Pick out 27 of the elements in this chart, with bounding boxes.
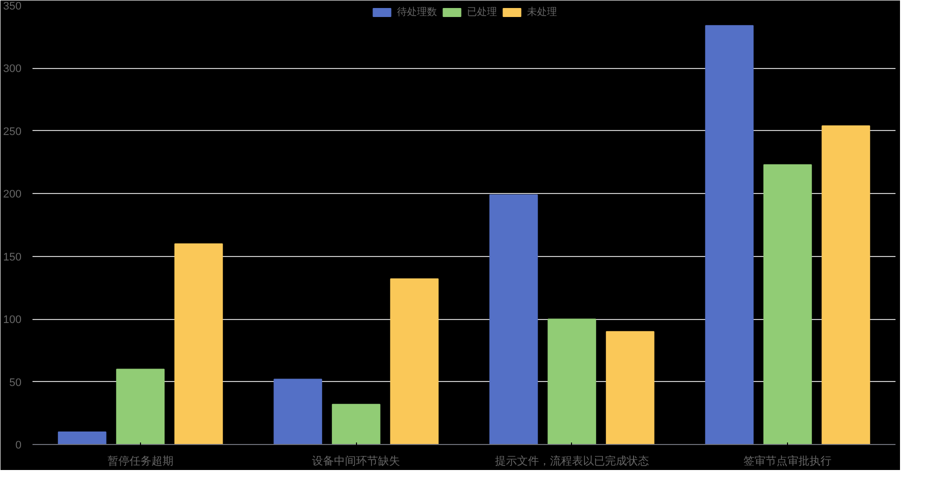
legend-label: 未处理 <box>527 6 557 19</box>
bar <box>390 278 439 444</box>
y-tick-label: 200 <box>3 188 22 201</box>
bar <box>705 25 754 444</box>
y-tick-label: 150 <box>3 251 22 264</box>
legend-label: 待处理数 <box>397 6 437 19</box>
bar <box>763 164 812 444</box>
bar <box>822 125 870 444</box>
y-tick-label: 350 <box>3 0 22 12</box>
bar <box>58 431 106 444</box>
x-tick-label: 设备中间环节缺失 <box>312 454 400 468</box>
bar <box>489 194 538 444</box>
bar <box>116 368 165 444</box>
x-tick-label: 提示文件，流程表以已完成状态 <box>494 454 649 468</box>
y-tick-label: 300 <box>3 63 22 76</box>
legend-label: 已处理 <box>467 6 497 19</box>
y-tick-label: 100 <box>3 314 22 326</box>
x-tick-label: 签审节点审批执行 <box>744 454 832 468</box>
y-tick-label: 250 <box>3 126 22 138</box>
bar <box>332 404 380 444</box>
bar <box>606 331 654 444</box>
bar <box>548 318 596 444</box>
y-tick-label: 0 <box>15 440 22 452</box>
bar <box>174 243 223 444</box>
y-tick-label: 50 <box>9 376 22 389</box>
bar <box>274 378 322 444</box>
x-tick-label: 暂停任务超期 <box>107 454 174 468</box>
